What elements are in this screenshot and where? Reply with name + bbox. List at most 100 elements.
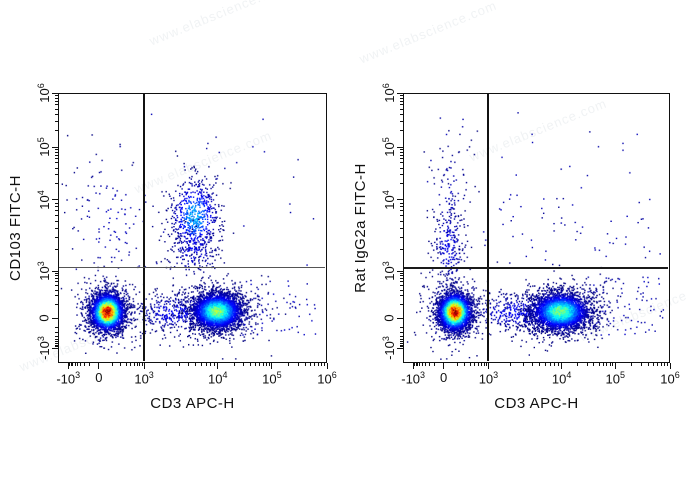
- y-major-tick: [52, 270, 58, 272]
- y-minor-tick: [55, 284, 58, 286]
- y-minor-tick: [55, 332, 58, 334]
- y-major-tick: [397, 92, 403, 94]
- y-minor-tick: [400, 272, 403, 274]
- x-minor-tick: [309, 363, 311, 366]
- x-minor-tick: [72, 363, 74, 366]
- x-minor-tick: [139, 363, 141, 366]
- x-major-tick: [143, 363, 145, 369]
- x-minor-tick: [129, 363, 131, 366]
- x-minor-tick: [640, 363, 642, 366]
- y-minor-tick: [55, 113, 58, 115]
- y-minor-tick: [55, 108, 58, 110]
- y-minor-tick: [400, 158, 403, 160]
- y-minor-tick: [55, 104, 58, 106]
- x-minor-tick: [657, 363, 659, 366]
- x-minor-tick: [606, 363, 608, 366]
- x-minor-tick: [593, 363, 595, 366]
- x-minor-tick: [554, 363, 555, 366]
- x-minor-tick: [200, 363, 202, 366]
- y-axis-title: Rat IgG2a FITC-H: [352, 163, 369, 293]
- x-minor-tick: [531, 363, 533, 366]
- y-minor-tick: [55, 295, 58, 297]
- y-minor-tick: [55, 227, 58, 229]
- y-minor-tick: [400, 130, 403, 132]
- x-minor-tick: [647, 363, 649, 366]
- x-minor-tick: [74, 363, 76, 366]
- y-minor-tick: [400, 108, 403, 110]
- x-tick-label: 104: [551, 370, 572, 387]
- y-minor-tick: [400, 326, 403, 328]
- y-minor-tick: [400, 206, 403, 208]
- y-minor-tick: [55, 338, 58, 340]
- y-major-tick: [52, 92, 58, 94]
- y-minor-tick: [400, 97, 403, 99]
- y-minor-tick: [55, 158, 58, 160]
- y-minor-tick: [400, 338, 403, 340]
- x-minor-tick: [119, 363, 121, 366]
- y-minor-tick: [400, 236, 403, 238]
- y-major-tick: [52, 347, 58, 349]
- x-minor-tick: [598, 363, 600, 366]
- y-minor-tick: [400, 215, 403, 217]
- y-minor-tick: [55, 183, 58, 185]
- x-minor-tick: [415, 363, 417, 366]
- x-minor-tick: [210, 363, 212, 366]
- x-minor-tick: [612, 363, 614, 366]
- x-minor-tick: [485, 363, 487, 366]
- x-minor-tick: [297, 363, 299, 366]
- y-minor-tick: [55, 215, 58, 217]
- y-minor-tick: [55, 206, 58, 208]
- y-minor-tick: [400, 100, 403, 102]
- x-minor-tick: [424, 363, 426, 366]
- y-minor-tick: [400, 202, 403, 204]
- y-minor-tick: [400, 343, 403, 345]
- x-minor-tick: [266, 363, 268, 366]
- y-major-tick: [397, 199, 403, 201]
- x-minor-tick: [165, 363, 167, 366]
- x-minor-tick: [317, 363, 319, 366]
- y-tick-label: 104: [380, 190, 398, 210]
- x-minor-tick: [653, 363, 655, 366]
- y-minor-tick: [400, 278, 403, 280]
- x-minor-tick: [268, 363, 270, 366]
- y-minor-tick: [55, 100, 58, 102]
- x-minor-tick: [79, 363, 81, 366]
- y-minor-tick: [400, 183, 403, 185]
- y-minor-tick: [55, 303, 58, 305]
- x-minor-tick: [609, 363, 611, 366]
- x-axis-title: CD3 APC-H: [494, 395, 579, 412]
- y-minor-tick: [400, 295, 403, 297]
- x-tick-label: -103: [56, 370, 81, 387]
- x-minor-tick: [419, 363, 421, 366]
- x-major-tick: [443, 363, 445, 369]
- x-major-tick: [326, 363, 328, 369]
- y-tick-label: 0: [381, 314, 397, 323]
- x-tick-label: 0: [439, 370, 448, 385]
- y-minor-tick: [400, 151, 403, 153]
- x-minor-tick: [631, 363, 633, 366]
- x-minor-tick: [464, 363, 466, 366]
- x-tick-label: 103: [478, 370, 499, 387]
- x-minor-tick: [69, 363, 71, 366]
- y-minor-tick: [400, 341, 403, 343]
- x-minor-tick: [549, 363, 551, 366]
- y-tick-label: 105: [380, 137, 398, 157]
- y-minor-tick: [55, 343, 58, 345]
- y-minor-tick: [55, 162, 58, 164]
- x-major-tick: [487, 363, 489, 369]
- x-minor-tick: [539, 363, 541, 366]
- x-major-tick: [412, 363, 414, 369]
- x-minor-tick: [480, 363, 482, 366]
- y-minor-tick: [400, 303, 403, 305]
- y-minor-tick: [55, 281, 58, 283]
- y-minor-tick: [55, 220, 58, 222]
- x-minor-tick: [314, 363, 316, 366]
- quadrant-gate-vertical-line: [143, 94, 145, 361]
- y-major-tick: [397, 317, 403, 319]
- y-minor-tick: [400, 249, 403, 251]
- x-major-tick: [98, 363, 100, 369]
- y-minor-tick: [400, 120, 403, 122]
- y-minor-tick: [400, 344, 403, 346]
- x-major-tick: [217, 363, 219, 369]
- x-minor-tick: [141, 363, 143, 366]
